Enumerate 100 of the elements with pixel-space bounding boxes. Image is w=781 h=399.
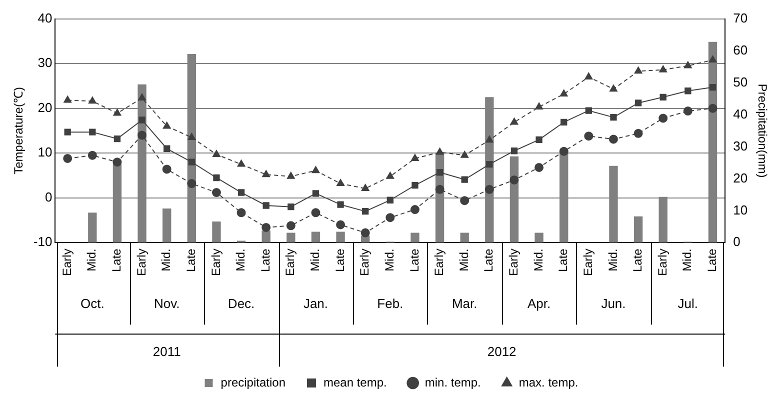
- point: [188, 158, 195, 166]
- x-tick-label: Late: [184, 248, 198, 272]
- bar: [286, 232, 296, 243]
- text: Jan.: [303, 296, 328, 312]
- text: Mar.: [452, 296, 478, 312]
- bar: [634, 216, 643, 243]
- bar: [410, 232, 420, 243]
- point: [436, 169, 444, 176]
- y-tick-label: 10: [38, 144, 52, 160]
- point: [708, 55, 717, 62]
- point: [659, 65, 668, 72]
- y2-tick-label: 50: [733, 74, 748, 90]
- point: [212, 150, 220, 157]
- point: [461, 176, 468, 183]
- point: [510, 118, 518, 125]
- point: [560, 90, 568, 97]
- point: [410, 205, 420, 214]
- x-tick-label: Early: [208, 248, 223, 276]
- x-tick-label: Early: [358, 248, 372, 276]
- text: Apr.: [527, 296, 551, 312]
- point: [584, 72, 593, 80]
- x-tick-label: Mid.: [84, 248, 99, 272]
- text: Jun.: [601, 296, 626, 312]
- point: [63, 154, 72, 163]
- point: [336, 179, 345, 186]
- x-tick-label: Early: [60, 248, 74, 276]
- text: Oct.: [80, 296, 104, 312]
- y2-tick-label: 60: [733, 42, 748, 58]
- x-tick-label: Late: [332, 248, 347, 272]
- point: [164, 145, 170, 152]
- point: [64, 96, 72, 103]
- point: [138, 94, 146, 101]
- x-tick-label: Mid.: [606, 248, 620, 272]
- point: [412, 182, 418, 189]
- x-tick-label: Late: [556, 248, 570, 272]
- y2-axis-title: Precipitation(mm): [755, 84, 770, 178]
- bar: [212, 222, 221, 243]
- point: [187, 179, 196, 188]
- legend-label: min. temp.: [424, 375, 481, 390]
- point: [709, 84, 716, 91]
- x-tick-label: Early: [134, 248, 148, 276]
- point: [559, 146, 568, 156]
- point: [485, 136, 494, 143]
- point: [361, 184, 370, 191]
- x-tick-label: Early: [283, 248, 298, 276]
- point: [386, 213, 395, 222]
- text: Feb.: [377, 296, 404, 312]
- y2-tick-label: 0: [733, 234, 740, 250]
- x-tick-label: Mid.: [308, 248, 322, 272]
- point: [360, 228, 370, 238]
- x-tick-label: Late: [482, 248, 496, 272]
- point: [236, 208, 246, 218]
- point: [262, 170, 270, 178]
- point: [683, 106, 692, 116]
- point: [337, 201, 344, 208]
- x-tick-label: Late: [407, 248, 422, 272]
- point: [311, 208, 320, 218]
- x-tick-label: Mid.: [456, 248, 471, 272]
- point: [634, 128, 643, 138]
- point: [634, 66, 642, 74]
- point: [88, 150, 97, 160]
- point: [312, 190, 320, 197]
- x-tick-label: Mid.: [159, 248, 174, 272]
- point: [162, 122, 171, 129]
- point: [138, 130, 147, 140]
- point: [286, 172, 295, 179]
- point: [684, 88, 692, 94]
- point: [536, 136, 542, 144]
- point: [262, 222, 271, 232]
- bar: [88, 212, 97, 243]
- point: [336, 220, 346, 230]
- point: [138, 116, 146, 124]
- x-tick-label: Mid.: [382, 248, 396, 272]
- text: Nov.: [154, 296, 180, 312]
- x-tick-label: Early: [580, 248, 595, 276]
- y2-tick-label: 70: [733, 10, 748, 26]
- point: [584, 132, 594, 141]
- point: [212, 188, 221, 198]
- point: [435, 184, 444, 194]
- x-tick-label: Early: [506, 248, 521, 276]
- point: [660, 94, 666, 100]
- text: 2011: [152, 344, 181, 360]
- y-axis-title: Temperature(℃): [12, 87, 26, 174]
- bar: [162, 208, 172, 243]
- point: [534, 162, 544, 172]
- y-tick-label: 40: [38, 10, 52, 26]
- point: [610, 114, 617, 121]
- x-tick-label: Late: [705, 248, 720, 272]
- point: [610, 84, 618, 92]
- point: [237, 160, 246, 167]
- point: [213, 174, 220, 182]
- point: [113, 108, 122, 116]
- point: [460, 196, 470, 206]
- y2-tick-label: 10: [733, 202, 748, 218]
- y-tick-label: -10: [33, 234, 52, 250]
- legend-label: max. temp.: [518, 375, 578, 390]
- point: [658, 114, 668, 123]
- point: [89, 128, 96, 136]
- point: [535, 102, 544, 110]
- y-tick-label: 20: [38, 100, 52, 115]
